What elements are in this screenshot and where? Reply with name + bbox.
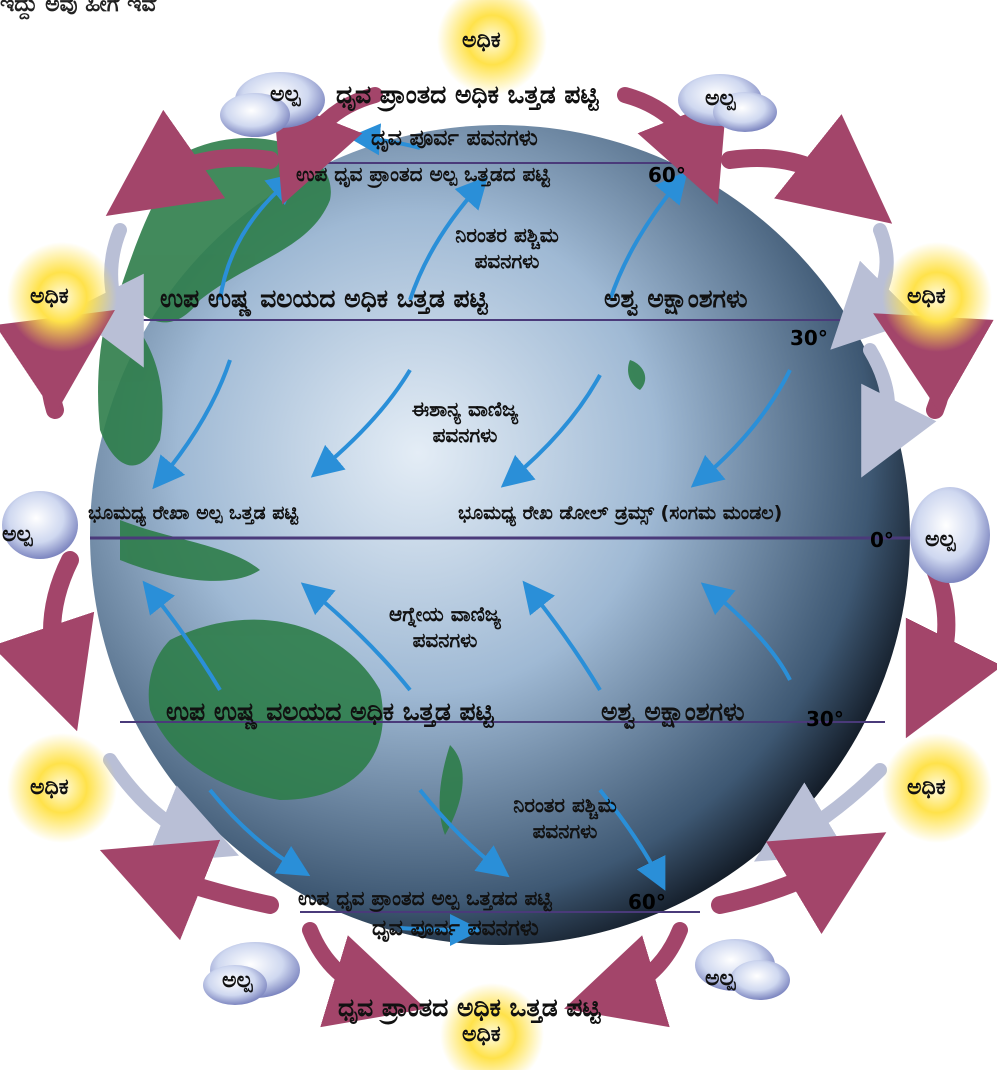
polar-cell-arrow-se bbox=[564, 922, 688, 1028]
ne-trade-arrow bbox=[152, 359, 232, 490]
horse-latitudes-north-label: ಅಶ್ವ ಅಕ್ಷಾಂಶಗಳು bbox=[604, 284, 748, 313]
low-pressure-markers bbox=[2, 72, 990, 1005]
low-label-nw: ಅಲ್ಪ bbox=[270, 82, 301, 107]
ferrel-cell-arrow-sw bbox=[99, 839, 279, 941]
cloud-icon bbox=[910, 487, 990, 583]
subtropical-high-north-label: ಉಪ ಉಷ್ಣ ವಲಯದ ಅಧಿಕ ಒತ್ತಡ ಪಟ್ಟಿ bbox=[160, 284, 488, 313]
westerlies-north-label: ನಿರಂತರ ಪಶ್ಚಿಮ ಪವನಗಳು bbox=[455, 223, 559, 273]
ne-trade-winds-label: ಈಶಾನ್ಯ ವಾಣಿಜ್ಯ ಪವನಗಳು bbox=[411, 397, 519, 447]
polar-easterlies-south-label: ಧೃವ ಪೂರ್ವ ಪವನಗಳು bbox=[372, 916, 539, 941]
high-pressure-markers bbox=[7, 0, 992, 1070]
hadley-cell-arrow-e3 bbox=[905, 561, 997, 739]
hadley-cell-arrow-e2 bbox=[861, 343, 937, 478]
low-label-ne: ಅಲ್ಪ bbox=[705, 86, 736, 111]
high-label-sw: ಅಧಿಕ bbox=[30, 775, 69, 800]
low-label-sw: ಅಲ್ಪ bbox=[222, 968, 253, 993]
polar-high-north-label: ಧೃವ ಪ್ರಾಂತದ ಅಧಿಕ ಒತ್ತಡ ಪಟ್ಟಿ bbox=[336, 80, 599, 109]
polar-cell-arrow-nw bbox=[273, 87, 383, 205]
sun-icon bbox=[440, 983, 544, 1070]
cloud-icon bbox=[2, 491, 78, 559]
subtropical-high-south-label: ಉಪ ಉಷ್ಣ ವಲಯದ ಅಧಿಕ ಒತ್ತಡ ಪಟ್ಟಿ bbox=[166, 697, 494, 726]
circulation-cell-arrows bbox=[0, 87, 997, 1028]
cloud-icon bbox=[203, 942, 300, 1005]
high-label-bottom: ಅಧಿಕ bbox=[462, 1022, 501, 1047]
sun-icon bbox=[882, 733, 992, 843]
subpolar-low-south-label: ಉಪ ಧೃವ ಪ್ರಾಂತದ ಅಲ್ಪ ಒತ್ತಡದ ಪಟ್ಟಿ bbox=[298, 886, 552, 910]
westerly-south-arrow bbox=[598, 788, 666, 891]
equatorial-low-label: ಭೂಮಧ್ಯ ರೇಖಾ ಅಲ್ಪ ಒತ್ತಡ ಪಟ್ಟಿ bbox=[88, 502, 299, 524]
se-trade-arrow bbox=[700, 582, 792, 681]
se-trade-arrow bbox=[142, 580, 222, 692]
polar-easterly-arrow bbox=[348, 123, 421, 156]
se-trade-winds-label: ಆಗ್ನೇಯ ವಾಣಿಜ್ಯ ಪವನಗಳು bbox=[389, 602, 501, 652]
westerly-south-arrow bbox=[418, 788, 510, 878]
pacific-islands bbox=[628, 360, 646, 390]
high-label-se: ಅಧಿಕ bbox=[907, 775, 946, 800]
latitude-60n-label: 60° bbox=[648, 163, 686, 187]
high-label-nw: ಅಧಿಕ bbox=[30, 284, 69, 309]
sun-icon bbox=[7, 242, 117, 352]
cell-return-arrow-sw bbox=[103, 753, 239, 864]
latitude-30n-label: 30° bbox=[790, 326, 828, 350]
se-trade-arrow bbox=[300, 582, 412, 692]
polar-cell-arrow-sw bbox=[302, 922, 426, 1028]
ferrel-cell-arrow-nw bbox=[105, 109, 279, 216]
horse-latitudes-south-label: ಅಶ್ವ ಅಕ್ಷಾಂಶಗಳು bbox=[601, 697, 745, 726]
ferrel-cell-arrow-ne bbox=[721, 114, 893, 224]
latitude-60s-label: 60° bbox=[628, 890, 666, 914]
polar-easterly-south-arrow bbox=[399, 913, 482, 946]
se-trade-arrow bbox=[522, 580, 602, 692]
sun-icon bbox=[882, 242, 992, 352]
low-label-e: ಅಲ್ಪ bbox=[925, 527, 956, 552]
australia-landmass bbox=[148, 619, 383, 800]
low-label-w: ಅಲ್ಪ bbox=[2, 522, 33, 547]
sun-icon bbox=[437, 0, 547, 95]
low-label-se: ಅಲ್ಪ bbox=[705, 966, 736, 991]
equator-0-label: 0° bbox=[870, 528, 894, 552]
polar-easterlies-north-label: ಧೃವ ಪೂರ್ವ ಪವನಗಳು bbox=[371, 126, 538, 151]
hadley-cell-arrow-w2 bbox=[0, 551, 95, 732]
high-label-ne: ಅಧಿಕ bbox=[907, 284, 946, 309]
ferrel-cell-arrow-se bbox=[711, 832, 887, 935]
cloud-icon bbox=[678, 74, 777, 132]
new-zealand-landmass bbox=[439, 745, 463, 835]
subpolar-low-north-label: ಉಪ ಧೃವ ಪ್ರಾಂತದ ಅಲ್ಪ ಒತ್ತಡದ ಪಟ್ಟಿ bbox=[296, 162, 550, 186]
ne-trade-arrow bbox=[690, 369, 792, 488]
doldrums-label: ಭೂಮಧ್ಯ ರೇಖ ಡೋಲ್ ಡ್ರಮ್ಸ್ (ಸಂಗಮ ಮಂಡಲ) bbox=[458, 502, 783, 524]
high-label-top: ಅಧಿಕ bbox=[462, 28, 501, 53]
ne-trade-arrow bbox=[500, 374, 602, 488]
westerlies-south-label: ನಿರಂತರ ಪಶ್ಚಿಮ ಪವನಗಳು bbox=[513, 793, 617, 843]
polar-cell-arrow-ne bbox=[617, 87, 727, 205]
westerly-arrow bbox=[408, 176, 489, 301]
sun-icon bbox=[7, 733, 117, 843]
cloud-icon bbox=[695, 939, 790, 1000]
surface-wind-arrows bbox=[142, 123, 792, 946]
cell-return-arrow-ne bbox=[830, 223, 920, 350]
header-fragment-text: ಇದ್ದು ಅವು ಹೀಗೆ ಇವೆ bbox=[0, 0, 157, 17]
cloud-icon bbox=[220, 72, 325, 137]
indonesia-landmass bbox=[120, 520, 260, 581]
polar-high-south-label: ಧೃವ ಪ್ರಾಂತದ ಅಧಿಕ ಒತ್ತಡ ಪಟ್ಟಿ bbox=[338, 993, 601, 1022]
ne-trade-arrow bbox=[310, 368, 412, 478]
latitude-30s-label: 30° bbox=[806, 707, 844, 731]
